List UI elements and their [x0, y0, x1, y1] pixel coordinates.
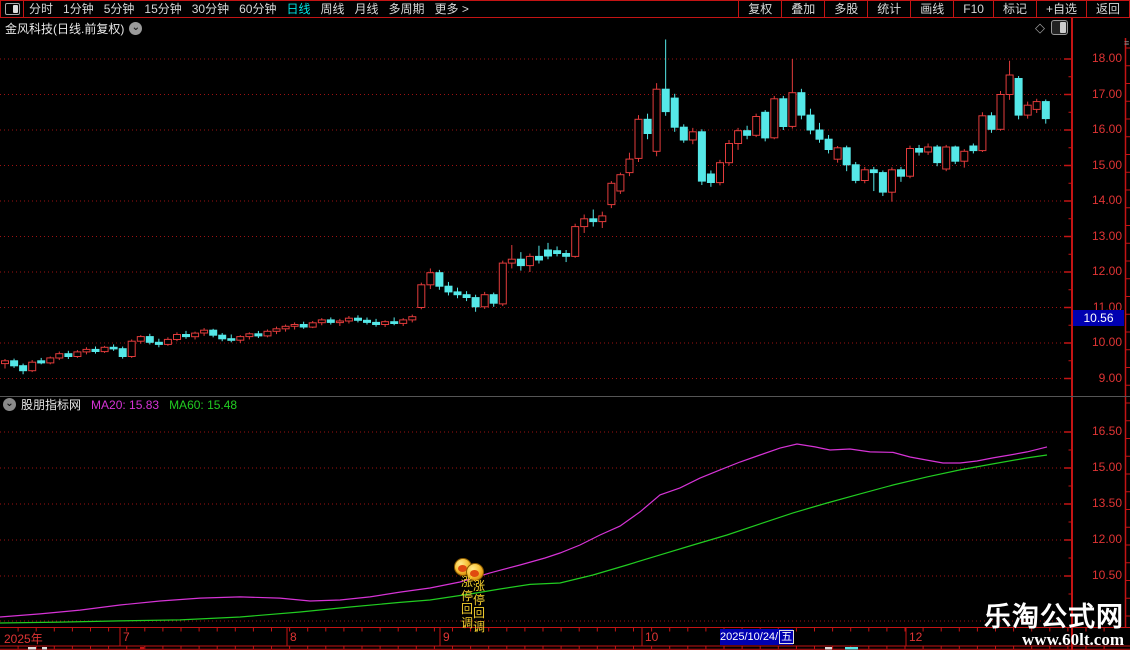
price-label: 12.00	[1091, 532, 1122, 546]
tools-menu: 复权 叠加 多股 统计 画线 F10 标记 +自选 返回	[738, 1, 1129, 17]
price-label: 10.00	[1091, 335, 1122, 349]
weekday-badge: 五	[779, 630, 795, 644]
menu-item-月线[interactable]: 月线	[354, 2, 379, 16]
crosshair-date-badge: 2025/10/24/五	[720, 629, 795, 645]
menu-item-返回[interactable]: 返回	[1085, 1, 1129, 17]
menu-item-+自选[interactable]: +自选	[1035, 1, 1086, 17]
ma60-value: MA60: 15.48	[169, 397, 238, 412]
menu-item-60分钟[interactable]: 60分钟	[239, 2, 277, 16]
limit-up-pullback-signal: 涨停回调 涨停回调	[452, 557, 496, 637]
price-label: 14.00	[1091, 193, 1122, 207]
menu-item-周线[interactable]: 周线	[320, 2, 345, 16]
indicator-header: ⌄ 股朋指标网 MA20: 15.83 MA60: 15.48	[0, 397, 1060, 412]
date-label: 12	[909, 630, 923, 644]
menu-item-分时[interactable]: 分时	[29, 2, 54, 16]
price-label: 12.00	[1091, 264, 1122, 278]
indicator-name: 股朋指标网	[21, 398, 82, 412]
date-label: 7	[123, 630, 130, 644]
signal-char: 回	[460, 602, 473, 616]
diamond-icon[interactable]: ◇	[1035, 20, 1045, 35]
date-label: 8	[290, 630, 297, 644]
chevron-down-icon[interactable]: ⌄	[129, 21, 143, 35]
menu-item-统计[interactable]: 统计	[867, 1, 910, 17]
title-bar: 金风科技(日线.前复权) ⌄ ◇	[0, 18, 1130, 38]
menu-item-画线[interactable]: 画线	[910, 1, 953, 17]
price-label: 13.00	[1091, 228, 1122, 243]
price-label: 18.00	[1091, 51, 1122, 65]
menu-item-多股[interactable]: 多股	[824, 1, 867, 17]
menu-item-15分钟[interactable]: 15分钟	[144, 2, 182, 16]
date-label: 10	[645, 630, 659, 644]
menu-item-F10[interactable]: F10	[953, 1, 993, 17]
panel-layout-icon[interactable]	[1051, 20, 1068, 35]
signal-char: 涨	[472, 579, 485, 593]
hamburger-icon[interactable]: ≡	[1124, 38, 1130, 48]
signal-char: 停	[460, 588, 473, 603]
signal-char: 涨	[460, 575, 473, 589]
menu-item-叠加[interactable]: 叠加	[781, 1, 824, 17]
layout-toggle-icon	[4, 3, 20, 15]
date-label: 9	[443, 630, 450, 644]
price-label: 16.50	[1091, 424, 1122, 438]
price-label: 17.00	[1091, 86, 1122, 101]
watermark: 乐淘公式网 www.60lt.com	[984, 601, 1124, 650]
ma20-value: MA20: 15.83	[91, 397, 160, 412]
menu-item-多周期[interactable]: 多周期	[388, 2, 425, 16]
crosshair-price-badge: 10.56	[1073, 310, 1124, 326]
menu-item-更多 >[interactable]: 更多 >	[434, 2, 469, 16]
price-label: 15.00	[1091, 460, 1122, 474]
signal-char: 调	[460, 615, 473, 630]
menu-item-5分钟[interactable]: 5分钟	[103, 2, 135, 16]
menu-item-日线[interactable]: 日线	[286, 2, 311, 16]
menu-item-30分钟[interactable]: 30分钟	[191, 2, 230, 16]
price-label: 13.50	[1091, 496, 1122, 510]
signal-char: 调	[472, 619, 485, 634]
signal-char: 回	[472, 606, 485, 620]
period-menu: 分时 1分钟 5分钟 15分钟 30分钟 60分钟 日线 周线 月线 多周期 更多 >	[24, 1, 474, 17]
chevron-down-icon[interactable]: ⌄	[3, 398, 16, 411]
menu-item-复权[interactable]: 复权	[738, 1, 781, 17]
layout-toggle-button[interactable]	[1, 1, 24, 17]
price-label: 15.00	[1091, 157, 1122, 172]
signal-char: 停	[472, 592, 485, 607]
menu-item-1分钟[interactable]: 1分钟	[63, 2, 94, 16]
gold-coin-icon	[466, 563, 484, 581]
chart-title: 金风科技(日线.前复权)	[5, 21, 125, 36]
top-toolbar: 分时 1分钟 5分钟 15分钟 30分钟 60分钟 日线 周线 月线 多周期 更多 > 复权 叠加 多股…	[0, 0, 1130, 18]
menu-item-标记[interactable]: 标记	[992, 1, 1036, 17]
price-label: 10.50	[1091, 568, 1122, 582]
date-label: 2025年	[4, 632, 43, 646]
price-label: 9.00	[1098, 370, 1122, 385]
price-label: 16.00	[1091, 122, 1122, 136]
panel-divider	[0, 396, 1130, 397]
